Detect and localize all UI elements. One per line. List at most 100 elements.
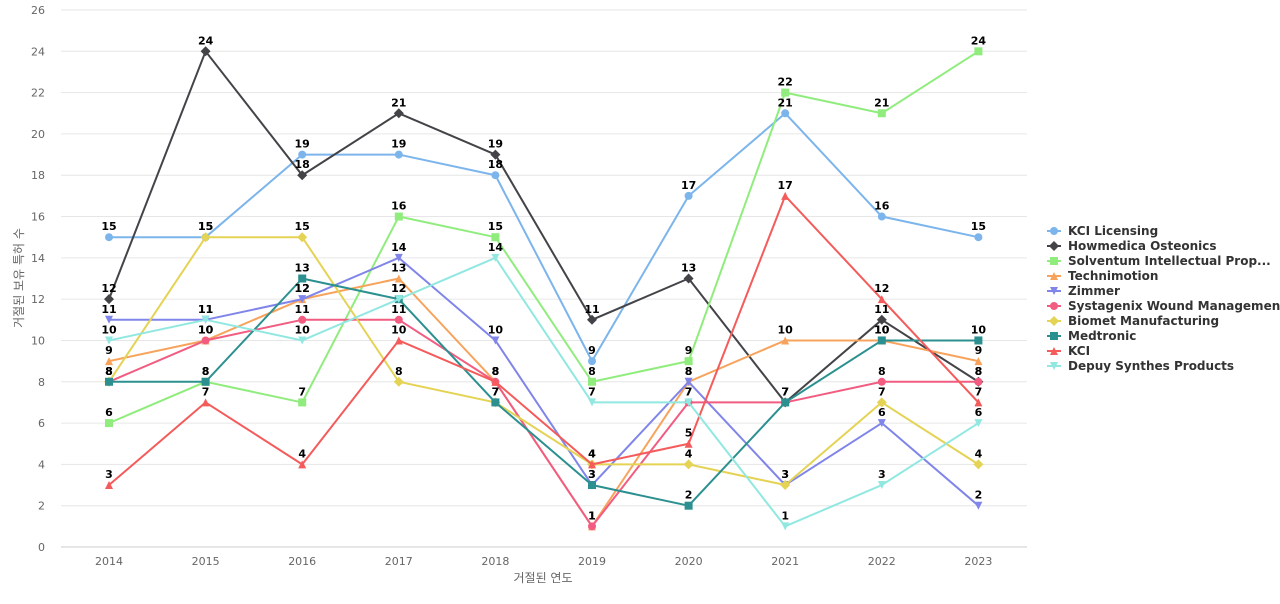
data-label: 10 bbox=[101, 323, 117, 336]
data-label: 10 bbox=[874, 323, 890, 336]
data-point bbox=[876, 397, 887, 408]
x-tick-label: 2022 bbox=[868, 555, 896, 568]
legend-label: Biomet Manufacturing bbox=[1068, 314, 1219, 328]
data-label: 13 bbox=[295, 262, 310, 275]
y-axis-title: 거절된 보유 특허 수 bbox=[12, 228, 26, 328]
data-label: 19 bbox=[391, 138, 406, 151]
data-point bbox=[974, 419, 983, 428]
x-tick-label: 2021 bbox=[771, 555, 799, 568]
legend-item[interactable]: Howmedica Osteonics bbox=[1047, 239, 1216, 253]
data-point bbox=[491, 253, 500, 262]
series-line[interactable] bbox=[109, 112, 979, 363]
x-tick-label: 2016 bbox=[288, 555, 316, 568]
data-label: 11 bbox=[198, 303, 213, 316]
data-label: 19 bbox=[488, 138, 503, 151]
data-point bbox=[200, 232, 211, 243]
data-point bbox=[201, 377, 210, 386]
data-label: 11 bbox=[295, 303, 310, 316]
data-label: 10 bbox=[295, 323, 311, 336]
y-tick-label: 26 bbox=[31, 4, 45, 17]
data-point bbox=[394, 212, 403, 221]
data-label: 21 bbox=[778, 96, 793, 109]
data-label: 8 bbox=[975, 365, 983, 378]
series-line[interactable] bbox=[108, 50, 979, 404]
series-line[interactable] bbox=[108, 277, 979, 528]
x-tick-label: 2017 bbox=[385, 555, 413, 568]
series-line[interactable] bbox=[108, 194, 980, 486]
y-tick-label: 18 bbox=[31, 169, 45, 182]
data-point bbox=[973, 459, 984, 470]
data-point bbox=[781, 109, 790, 118]
data-point bbox=[393, 376, 404, 387]
x-tick-label: 2020 bbox=[675, 555, 703, 568]
data-label: 15 bbox=[101, 220, 116, 233]
data-label: 8 bbox=[105, 365, 113, 378]
data-label: 7 bbox=[298, 385, 306, 398]
series-group bbox=[104, 232, 984, 491]
data-label: 15 bbox=[198, 220, 213, 233]
data-point bbox=[684, 377, 693, 386]
data-point bbox=[298, 336, 307, 345]
data-label: 1 bbox=[781, 509, 789, 522]
data-point bbox=[105, 315, 113, 324]
legend-item[interactable]: Solventum Intellectual Prop... bbox=[1047, 254, 1271, 268]
data-label: 5 bbox=[685, 427, 693, 440]
y-tick-label: 16 bbox=[31, 211, 45, 224]
legend-item[interactable]: Zimmer bbox=[1047, 284, 1120, 298]
data-label: 10 bbox=[971, 323, 987, 336]
data-label: 6 bbox=[105, 406, 113, 419]
series-line[interactable] bbox=[108, 256, 979, 528]
data-point bbox=[201, 398, 210, 407]
series-line[interactable] bbox=[108, 236, 979, 487]
legend-label: KCI bbox=[1068, 344, 1090, 358]
data-label: 8 bbox=[202, 365, 210, 378]
legend-marker bbox=[1050, 272, 1058, 280]
data-label: 2 bbox=[685, 489, 693, 502]
legend-label: Systagenix Wound Management... bbox=[1068, 299, 1280, 313]
data-label: 7 bbox=[492, 385, 500, 398]
data-label: 1 bbox=[588, 509, 596, 522]
data-label: 7 bbox=[588, 385, 596, 398]
series-lines bbox=[104, 46, 984, 531]
legend-label: KCI Licensing bbox=[1068, 224, 1158, 238]
series-group bbox=[105, 253, 983, 531]
data-point bbox=[298, 295, 307, 304]
legend-marker bbox=[1049, 241, 1059, 251]
data-label: 16 bbox=[874, 200, 890, 213]
data-point bbox=[298, 274, 307, 283]
data-label: 8 bbox=[588, 365, 596, 378]
data-label: 11 bbox=[584, 303, 599, 316]
legend-item[interactable]: Systagenix Wound Management... bbox=[1047, 299, 1280, 313]
data-point bbox=[298, 315, 307, 324]
data-label: 4 bbox=[298, 447, 306, 460]
data-label: 9 bbox=[685, 344, 693, 357]
legend-item[interactable]: Technimotion bbox=[1047, 269, 1158, 283]
data-label: 16 bbox=[391, 200, 407, 213]
y-tick-label: 4 bbox=[38, 458, 45, 471]
legend-item[interactable]: Biomet Manufacturing bbox=[1047, 314, 1219, 328]
legend-item[interactable]: KCI bbox=[1047, 344, 1090, 358]
legend-item[interactable]: KCI Licensing bbox=[1047, 224, 1158, 238]
series-group bbox=[105, 109, 983, 366]
legend-marker bbox=[1050, 287, 1058, 295]
y-tick-label: 8 bbox=[38, 376, 45, 389]
legend-marker bbox=[1050, 257, 1058, 265]
data-point bbox=[974, 47, 983, 56]
x-tick-label: 2014 bbox=[95, 555, 123, 568]
data-label: 10 bbox=[488, 323, 504, 336]
legend-marker bbox=[1050, 347, 1058, 355]
data-label: 10 bbox=[198, 323, 214, 336]
data-label: 12 bbox=[874, 282, 889, 295]
data-point bbox=[877, 109, 886, 118]
data-point bbox=[394, 253, 403, 262]
series-line[interactable] bbox=[109, 256, 980, 507]
data-label: 9 bbox=[975, 344, 983, 357]
legend-item[interactable]: Depuy Synthes Products bbox=[1047, 359, 1234, 373]
legend-item[interactable]: Medtronic bbox=[1047, 329, 1136, 343]
data-point bbox=[780, 480, 791, 491]
data-point bbox=[200, 46, 211, 57]
data-point bbox=[105, 336, 113, 345]
series-line[interactable] bbox=[108, 50, 979, 424]
